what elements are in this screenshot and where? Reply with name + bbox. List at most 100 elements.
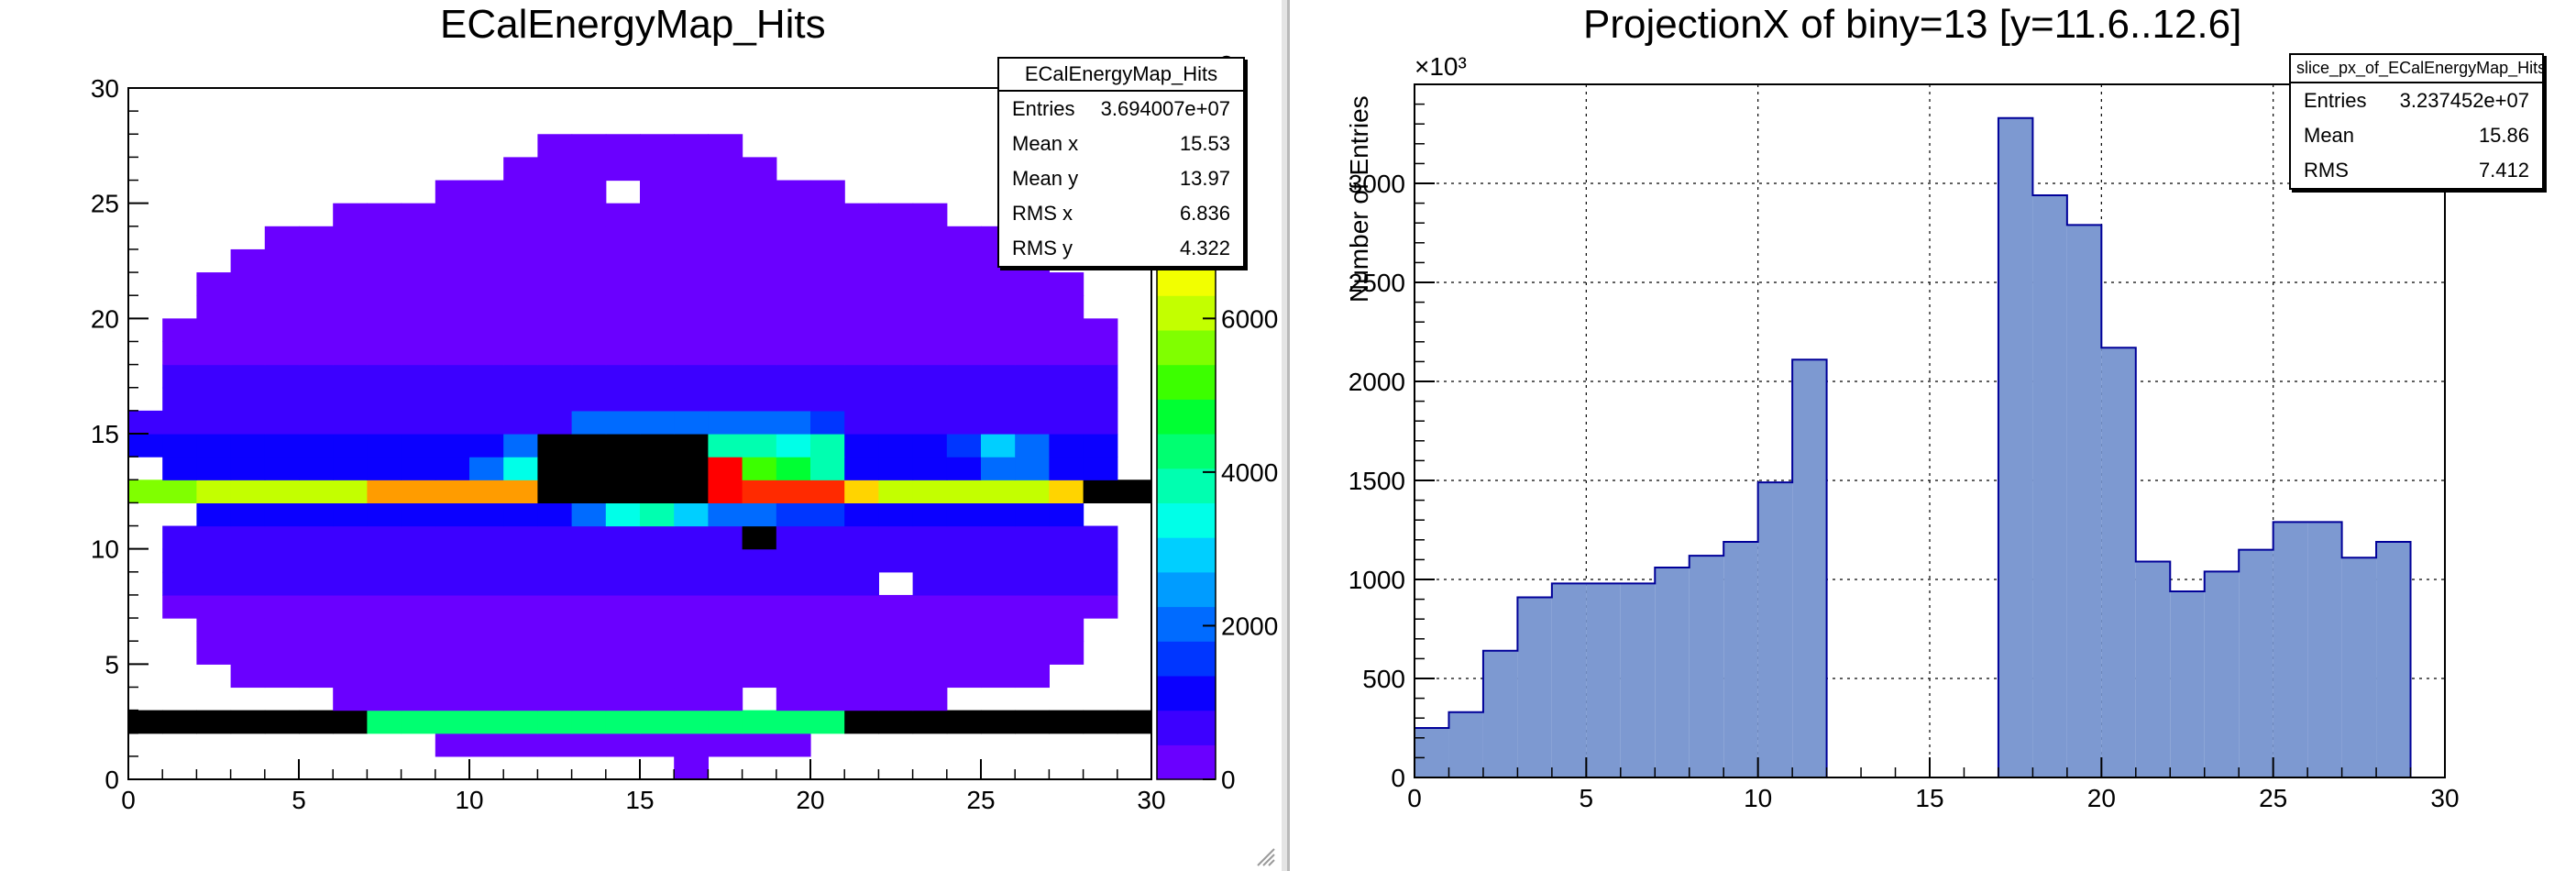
- heatmap-cell: [878, 434, 914, 458]
- heatmap-cell: [1083, 434, 1118, 458]
- heatmap-cell: [776, 434, 811, 458]
- stats-row: Mean x 15.53: [1012, 132, 1230, 155]
- heatmap-cell: [946, 618, 982, 642]
- heatmap-cell: [571, 480, 607, 503]
- heatmap-cell: [1083, 548, 1118, 573]
- heatmap-cell: [162, 318, 197, 343]
- heatmap-cell: [946, 341, 982, 366]
- heatmap-cell: [196, 295, 232, 319]
- heatmap-cell: [435, 571, 470, 596]
- heatmap-cell: [503, 664, 538, 689]
- heatmap-cell: [537, 203, 573, 227]
- heatmap-plot[interactable]: 0510152025300510152025300200040006000000…: [0, 0, 1282, 871]
- heatmap-cell: [640, 180, 675, 204]
- heatmap-cell: [708, 618, 743, 642]
- heatmap-cell: [912, 410, 948, 435]
- heatmap-cell: [776, 548, 811, 573]
- histogram-bar: [1620, 583, 1656, 777]
- heatmap-cell: [469, 594, 504, 619]
- heatmap-cell: [571, 710, 607, 734]
- heatmap-cell: [401, 364, 436, 389]
- histogram-bar: [1517, 597, 1552, 777]
- heatmap-cell: [674, 457, 709, 480]
- heatmap-cell: [196, 618, 232, 642]
- heatmap-cell: [469, 203, 504, 227]
- heatmap-cell: [946, 410, 982, 435]
- resize-grip-icon[interactable]: [1256, 847, 1276, 867]
- histogram-bar: [2273, 522, 2308, 777]
- heatmap-cell: [810, 410, 845, 435]
- heatmap-cell: [230, 641, 266, 665]
- left-canvas: ECalEnergyMap_Hits 0 5 10 15 20 25 30 0 5 10 15 20 2…: [0, 0, 1282, 871]
- heatmap-cell: [264, 457, 300, 480]
- heatmap-cell: [503, 248, 538, 273]
- heatmap-cell: [912, 480, 948, 503]
- heatmap-cell: [299, 502, 334, 527]
- heatmap-cell: [469, 226, 504, 250]
- heatmap-cell: [1049, 525, 1084, 550]
- heatmap-cell: [367, 525, 402, 550]
- heatmap-cell: [878, 248, 914, 273]
- heatmap-cell: [1049, 295, 1084, 319]
- projection-plot[interactable]: 0 5 10 15 20 25 30 0 500 1000 1500 2000 2500 3000 ×10³: [1290, 0, 2576, 871]
- heatmap-cell: [912, 457, 948, 480]
- heatmap-cell: [162, 525, 197, 550]
- heatmap-cell: [776, 687, 811, 711]
- right-stats-box[interactable]: slice_px_of_ECalEnergyMap_Hits Entries 3.…: [2289, 53, 2546, 190]
- heatmap-cell: [708, 134, 743, 158]
- heatmap-cell: [844, 226, 879, 250]
- heatmap-cell: [674, 480, 709, 503]
- y-tick-label: 0: [1391, 764, 1405, 792]
- heatmap-cell: [367, 434, 402, 458]
- heatmap-cell: [435, 618, 470, 642]
- heatmap-cell: [469, 618, 504, 642]
- heatmap-cell: [844, 457, 879, 480]
- heatmap-cell: [401, 318, 436, 343]
- heatmap-cell: [742, 434, 777, 458]
- heatmap-cell: [674, 318, 709, 343]
- heatmap-cell: [674, 434, 709, 458]
- heatmap-cell: [981, 410, 1016, 435]
- heatmap-cell: [1049, 434, 1084, 458]
- canvas-divider[interactable]: [1282, 0, 1287, 871]
- heatmap-cell: [1015, 502, 1050, 527]
- heatmap-cell: [299, 641, 334, 665]
- heatmap-cell: [674, 710, 709, 734]
- heatmap-cell: [333, 457, 368, 480]
- heatmap-cell: [981, 594, 1016, 619]
- left-stats-box[interactable]: ECalEnergyMap_Hits Entries 3.694007e+07 M…: [997, 57, 1245, 268]
- heatmap-cell: [333, 364, 368, 389]
- heatmap-cell: [878, 226, 914, 250]
- heatmap-cell: [708, 525, 743, 550]
- heatmap-cell: [299, 664, 334, 689]
- heatmap-cell: [878, 641, 914, 665]
- heatmap-cell: [844, 248, 879, 273]
- heatmap-cell: [640, 364, 675, 389]
- heatmap-cell: [503, 226, 538, 250]
- heatmap-cell: [503, 341, 538, 366]
- heatmap-cell: [640, 226, 675, 250]
- heatmap-cell: [844, 434, 879, 458]
- heatmap-cell: [503, 548, 538, 573]
- heatmap-cell: [844, 641, 879, 665]
- heatmap-cell: [810, 457, 845, 480]
- heatmap-cell: [605, 272, 641, 296]
- heatmap-cell: [162, 457, 197, 480]
- heatmap-cell: [128, 410, 163, 435]
- x-tick-label: 30: [1137, 786, 1165, 814]
- heatmap-cell: [230, 618, 266, 642]
- palette-swatch: [1157, 641, 1216, 677]
- heatmap-cell: [469, 272, 504, 296]
- heatmap-cell: [776, 502, 811, 527]
- heatmap-cell: [1083, 410, 1118, 435]
- heatmap-cell: [708, 157, 743, 182]
- heatmap-cell: [776, 594, 811, 619]
- heatmap-cell: [196, 387, 232, 412]
- heatmap-cell: [401, 226, 436, 250]
- heatmap-cell: [1015, 410, 1050, 435]
- heatmap-cell: [708, 410, 743, 435]
- heatmap-cell: [1015, 318, 1050, 343]
- y-exponent-label: ×10³: [1415, 52, 1467, 81]
- heatmap-cell: [196, 594, 232, 619]
- heatmap-cell: [230, 410, 266, 435]
